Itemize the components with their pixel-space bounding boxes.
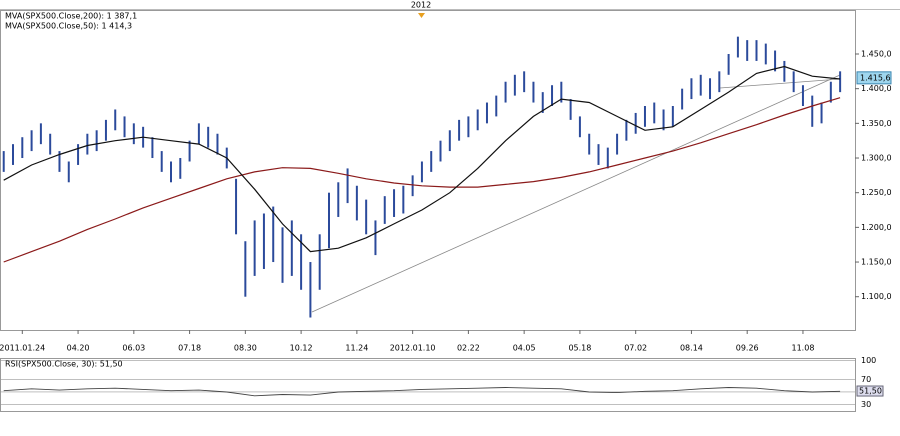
x-tick-label: 07.18 — [178, 344, 201, 353]
period-label: 2012 — [411, 1, 431, 10]
x-tick-label: 04.20 — [67, 344, 90, 353]
y-tick-label: 1.200,0 — [861, 223, 892, 232]
rsi-line — [3, 387, 841, 397]
trend-line — [311, 74, 841, 313]
x-tick-label: 08.14 — [680, 344, 703, 353]
period-marker — [418, 13, 425, 18]
moving-average — [3, 97, 841, 263]
moving-average — [3, 65, 841, 253]
last-value-box — [856, 385, 884, 397]
legend-entry: MVA(SPX500.Close,50): 1 414,3 — [5, 22, 132, 31]
last-value-label: 51,50 — [859, 387, 882, 396]
y-tick-label: 1.450,0 — [861, 49, 892, 58]
last-price-box — [856, 71, 892, 85]
rsi-title: RSI(SPX500.Close, 30): 51,50 — [5, 360, 123, 369]
y-tick-label: 1.400,0 — [861, 84, 892, 93]
y-tick-label: 1.300,0 — [861, 154, 892, 163]
x-tick-label: 07.02 — [624, 344, 647, 353]
last-price-label: 1.415,6 — [860, 73, 891, 82]
x-tick-label: 04.05 — [513, 344, 536, 353]
y-tick-label: 1.150,0 — [861, 258, 892, 267]
x-tick-label: 10.12 — [290, 344, 313, 353]
trend-line — [719, 78, 841, 89]
main-panel — [0, 10, 856, 331]
x-tick-label: 05.18 — [568, 344, 591, 353]
x-tick-label: 11.24 — [345, 344, 368, 353]
x-tick-label: 02.22 — [457, 344, 480, 353]
legend-entry: MVA(SPX500.Close,200): 1 387,1 — [5, 12, 137, 21]
x-tick-label: 2012.01.10 — [390, 344, 436, 353]
y-tick-label: 1.250,0 — [861, 188, 892, 197]
y-tick-label: 70 — [861, 375, 871, 384]
x-tick-label: 08.30 — [234, 344, 257, 353]
y-tick-label: 1.350,0 — [861, 119, 892, 128]
x-tick-label: 09.26 — [736, 344, 759, 353]
y-tick-label: 1.100,0 — [861, 292, 892, 301]
y-tick-label: 100 — [861, 356, 876, 365]
y-tick-label: 30 — [861, 400, 871, 409]
x-tick-label: 06.03 — [122, 344, 145, 353]
x-tick-label: 2011.01.24 — [0, 344, 45, 353]
x-tick-label: 11.08 — [792, 344, 815, 353]
rsi-panel — [0, 358, 856, 412]
